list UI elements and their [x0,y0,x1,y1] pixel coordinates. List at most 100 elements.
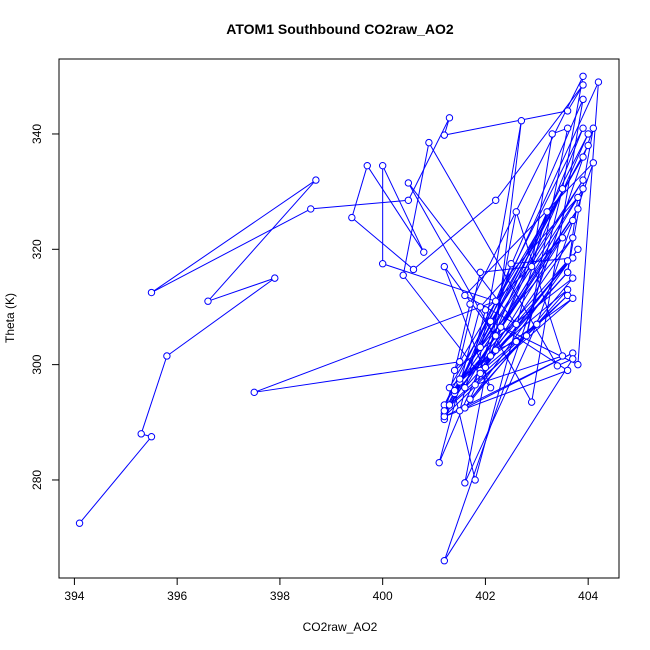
series-line-segment [207,277,275,302]
data-point [491,196,500,204]
data-point [574,245,582,254]
data-point [574,193,582,202]
data-point [512,208,520,216]
data-point [497,323,505,331]
series-line-segment [407,182,533,403]
series-line-segment [366,165,425,253]
data-point [250,388,258,397]
data-point [569,216,577,225]
series-line-segment [464,162,594,296]
series-line-segment [469,76,584,305]
series-line-segment [449,295,568,406]
series-line-segment [443,358,574,561]
data-point [486,352,495,360]
series-line-segment [449,220,574,406]
series-line-segment [459,352,573,412]
series-line-segment [490,237,574,357]
data-point [584,141,592,150]
data-point [450,366,459,375]
data-point [486,317,495,326]
data-point [363,161,371,170]
data-point [445,401,454,409]
data-point [461,291,469,300]
data-point [420,248,428,256]
x-tick-label: 400 [373,589,393,603]
data-point [533,320,541,328]
data-point [574,360,582,369]
data-point [486,384,495,392]
series-line-segment [459,260,568,383]
series-line-segment [443,297,574,412]
chart-title: ATOM1 Southbound CO2raw_AO2 [226,21,454,37]
series-line-segment [428,142,558,367]
series-line-segment [443,127,584,406]
data-point [558,352,567,360]
y-axis: 280 300 320 340 [30,124,59,490]
series-line-segment [407,117,450,201]
data-point [312,176,320,184]
data-point [404,196,413,204]
data-point [440,262,449,271]
data-point [440,407,449,415]
y-tick-label: 300 [30,354,44,374]
data-point [476,369,484,377]
series-lines [79,76,599,561]
data-point [558,185,567,193]
y-axis-label: Theta (K) [3,293,17,343]
data-point [543,208,551,216]
series-line-segment [485,341,517,368]
series-line-segment [351,165,368,218]
y-tick-label: 280 [30,470,44,490]
data-point [476,303,484,311]
data-point [589,159,598,167]
series-line-segment [454,208,579,391]
data-point [378,161,387,170]
data-point [491,297,500,305]
data-point [307,205,315,213]
series-line-segment [166,277,276,357]
x-tick-label: 396 [167,589,187,603]
series-line-segment [254,300,496,393]
data-point [563,107,572,115]
data-point [476,268,484,277]
data-point [471,381,479,389]
x-axis-label: CO2raw_AO2 [303,620,378,634]
series-line-segment [495,84,584,201]
data-point [456,358,464,366]
x-tick-label: 404 [578,589,598,603]
series-line-segment [382,263,496,302]
series-points [75,72,603,565]
data-point [378,260,387,268]
data-point [445,114,454,122]
data-point [527,398,536,406]
data-point [466,395,474,403]
data-point [512,320,520,328]
series-line-segment [140,355,168,434]
x-axis: 394 396 398 400 402 404 [64,578,599,603]
series-line-segment [413,199,497,270]
series-line-segment [310,199,409,210]
series-line-segment [464,188,584,388]
data-point [558,234,567,242]
data-point [409,265,418,274]
data-point [461,404,469,412]
data-point [563,124,572,132]
data-point [461,479,469,487]
data-point [574,205,582,213]
plot-frame [58,58,620,579]
data-point [569,355,577,363]
data-point [440,557,449,565]
data-point [507,260,515,268]
data-point [569,294,577,303]
series-line-segment [459,272,481,362]
data-point [147,433,156,441]
data-point [137,430,145,438]
data-point [563,366,572,375]
data-point [548,130,556,138]
data-point [579,185,587,193]
data-point [466,300,474,308]
data-point [147,288,156,297]
data-point [589,124,598,132]
series-line-segment [459,188,584,380]
